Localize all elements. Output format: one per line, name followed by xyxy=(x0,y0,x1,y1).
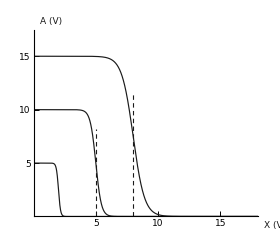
Text: X (V): X (V) xyxy=(264,220,280,230)
Text: A (V): A (V) xyxy=(40,17,62,26)
